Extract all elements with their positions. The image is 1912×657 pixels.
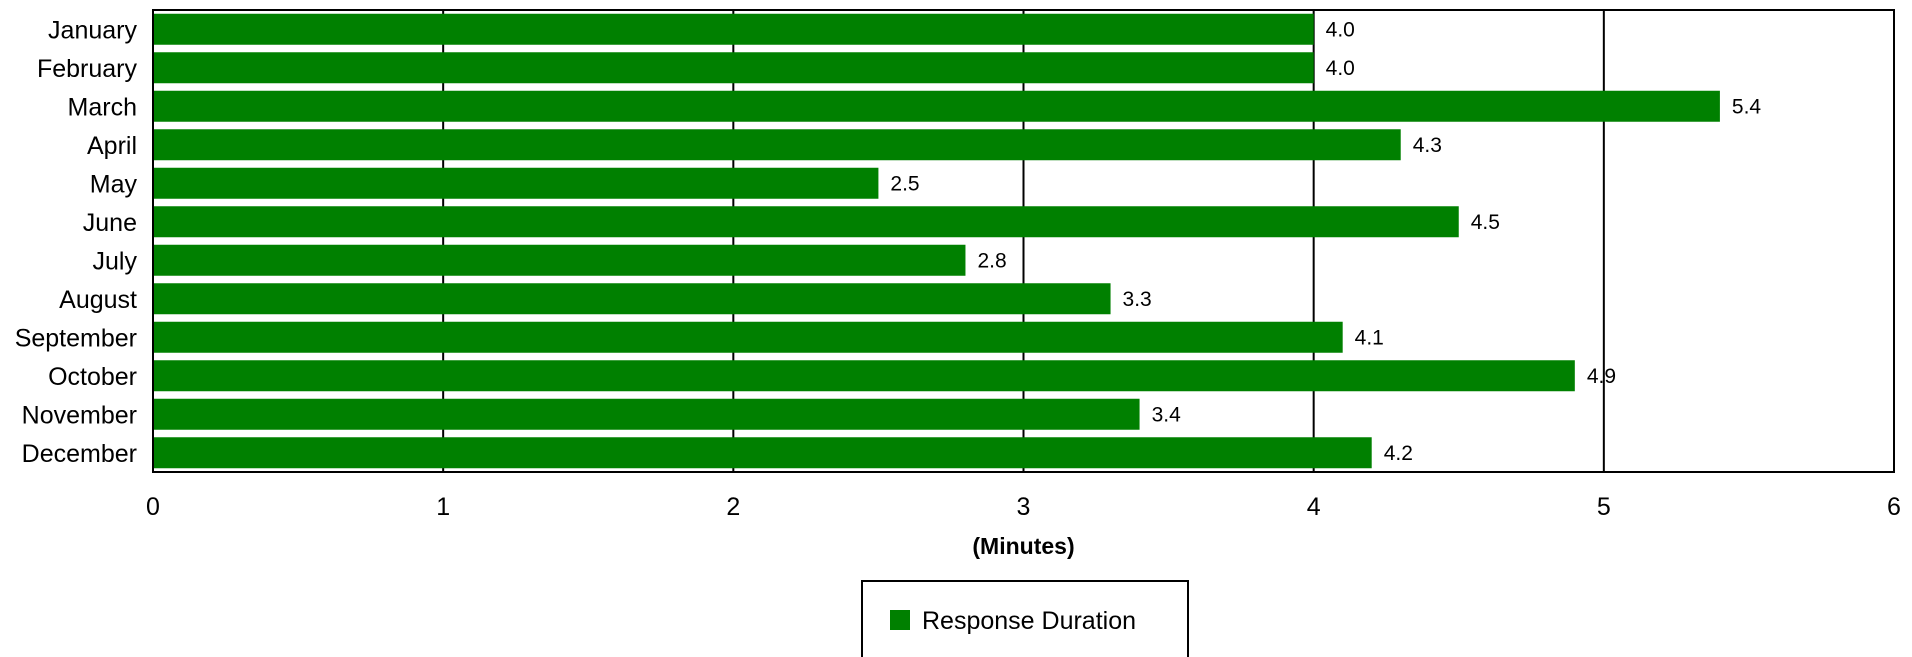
x-tick-label: 2: [726, 493, 740, 521]
x-tick-label: 1: [436, 493, 450, 521]
bar-value-label: 3.4: [1152, 403, 1182, 426]
bar: [153, 244, 966, 276]
bars: [153, 13, 1720, 469]
bar-value-label: 3.3: [1123, 288, 1152, 311]
x-tick-label: 4: [1307, 493, 1321, 521]
legend-label: Response Duration: [922, 607, 1136, 635]
bar: [153, 13, 1314, 45]
bar: [153, 206, 1459, 238]
bar: [153, 360, 1575, 392]
bar: [153, 129, 1401, 161]
category-label: May: [90, 170, 138, 198]
x-tick-label: 6: [1887, 493, 1901, 521]
bar: [153, 52, 1314, 84]
x-tick-label: 5: [1597, 493, 1611, 521]
category-label: August: [59, 286, 137, 314]
legend-box: [861, 580, 1189, 657]
x-axis-title: (Minutes): [972, 533, 1074, 559]
bar: [153, 321, 1343, 353]
bar-value-label: 4.0: [1326, 18, 1355, 41]
bar-value-label: 4.9: [1587, 365, 1616, 388]
bar-value-label: 4.1: [1355, 326, 1384, 349]
category-label: June: [83, 209, 137, 237]
grid-lines: [442, 10, 1605, 472]
bar-value-label: 4.3: [1413, 134, 1442, 157]
bar-value-label: 4.2: [1384, 442, 1413, 465]
plot-frame: [152, 9, 1895, 473]
category-label: April: [87, 132, 137, 160]
bar: [153, 437, 1372, 469]
bar-value-label: 2.5: [890, 172, 919, 195]
category-labels: January February March April May June July Augu…: [15, 16, 138, 468]
category-label: December: [22, 440, 137, 468]
x-tick-label: 3: [1017, 493, 1031, 521]
bar-value-label: 2.8: [977, 249, 1006, 272]
category-label: March: [68, 93, 137, 121]
bar: [153, 90, 1720, 122]
bar: [153, 398, 1140, 430]
category-label: February: [37, 55, 138, 83]
bar: [153, 283, 1111, 315]
x-tick-labels: 0 1 2 3 4 5 6: [146, 493, 1901, 521]
bar-value-label: 4.5: [1471, 211, 1500, 234]
bar: [153, 167, 879, 199]
category-label: September: [15, 324, 137, 352]
category-label: January: [48, 16, 137, 44]
category-label: July: [93, 247, 138, 275]
x-tick-label: 0: [146, 493, 160, 521]
bar-value-label: 4.0: [1326, 57, 1355, 80]
value-labels: 4.0 4.0 5.4 4.3 2.5 4.5 2.8 3.3 4.1 4.9 3.4 4.2: [890, 18, 1761, 465]
bar-value-label: 5.4: [1732, 95, 1762, 118]
category-label: October: [48, 363, 137, 391]
category-label: November: [22, 401, 137, 429]
legend-swatch: [890, 610, 910, 630]
legend: Response Duration: [861, 580, 1189, 657]
